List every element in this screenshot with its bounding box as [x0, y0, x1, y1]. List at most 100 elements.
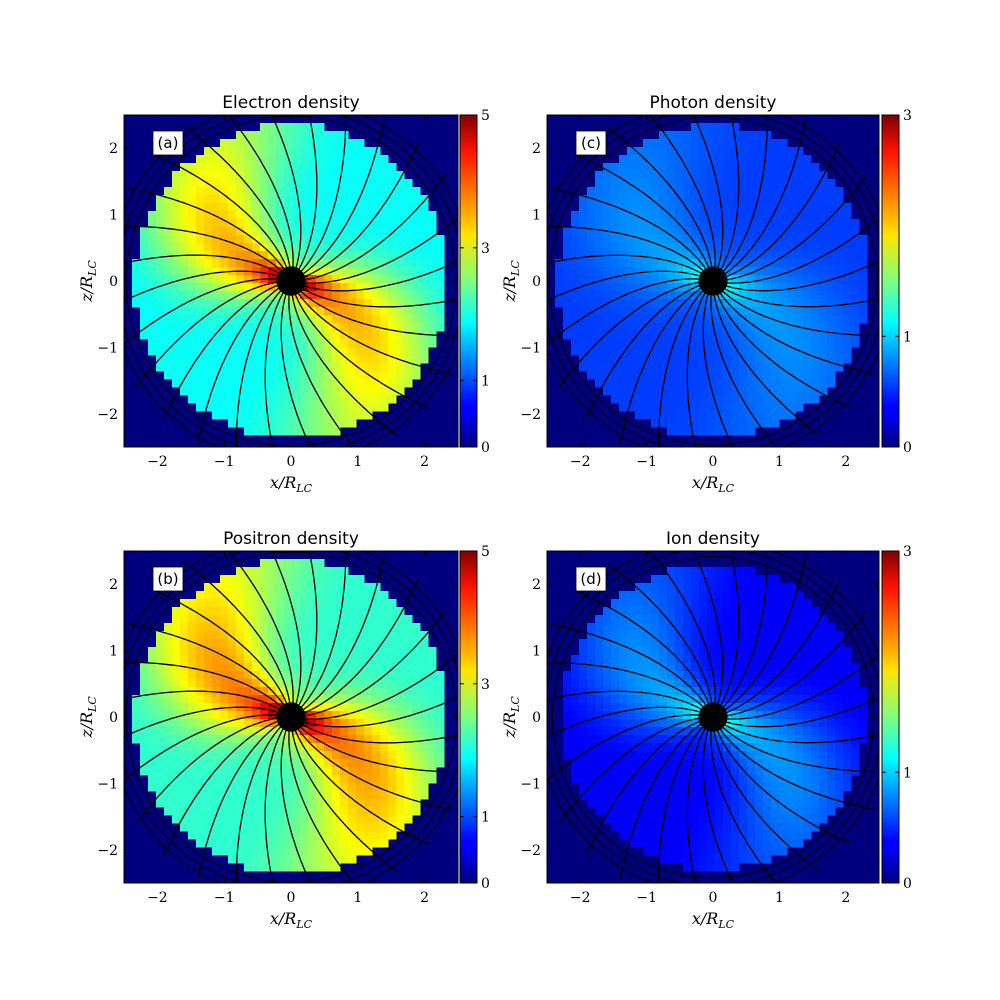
- heatmap-cell: [563, 267, 572, 276]
- heatmap-cell: [228, 155, 237, 164]
- heatmap-cell: [795, 195, 804, 204]
- heatmap-cell: [843, 283, 852, 292]
- heatmap-cell: [220, 203, 229, 212]
- heatmap-cell: [372, 235, 381, 244]
- heatmap-cell: [667, 387, 676, 396]
- heatmap-cell: [763, 323, 772, 332]
- heatmap-cell: [771, 355, 780, 364]
- heatmap-cell: [244, 847, 253, 856]
- heatmap-cell: [811, 379, 820, 388]
- heatmap-cell: [827, 695, 836, 704]
- heatmap-cell: [292, 379, 301, 388]
- heatmap-cell: [308, 591, 317, 600]
- heatmap-cell: [316, 655, 325, 664]
- heatmap-cell: [332, 807, 341, 816]
- heatmap-cell: [244, 615, 253, 624]
- heatmap-cell: [675, 147, 684, 156]
- heatmap-cell: [348, 139, 357, 148]
- heatmap-cell: [739, 243, 748, 252]
- heatmap-cell: [587, 371, 596, 380]
- heatmap-cell: [763, 687, 772, 696]
- heatmap-cell: [755, 639, 764, 648]
- heatmap-cell: [412, 695, 421, 704]
- heatmap-cell: [683, 831, 692, 840]
- heatmap-cell: [244, 687, 253, 696]
- heatmap-cell: [372, 403, 381, 412]
- heatmap-cell: [348, 671, 357, 680]
- heatmap-cell: [252, 743, 261, 752]
- heatmap-cell: [204, 791, 213, 800]
- heatmap-cell: [244, 583, 253, 592]
- heatmap-cell: [284, 395, 293, 404]
- heatmap-cell: [627, 671, 636, 680]
- heatmap-cell: [779, 251, 788, 260]
- heatmap-cell: [747, 575, 756, 584]
- heatmap-cell: [428, 663, 437, 672]
- heatmap-cell: [316, 315, 325, 324]
- heatmap-cell: [771, 179, 780, 188]
- heatmap-cell: [787, 387, 796, 396]
- heatmap-cell: [284, 751, 293, 760]
- field-line: [547, 225, 704, 271]
- heatmap-cell: [428, 647, 437, 656]
- heatmap-cell: [420, 347, 429, 356]
- heatmap-cell: [795, 687, 804, 696]
- heatmap-cell: [723, 735, 732, 744]
- heatmap-cell: [651, 379, 660, 388]
- heatmap-cell: [819, 679, 828, 688]
- heatmap-cell: [412, 339, 421, 348]
- heatmap-cell: [619, 759, 628, 768]
- heatmap-cell: [619, 211, 628, 220]
- heatmap-cell: [380, 259, 389, 268]
- heatmap-cell: [196, 839, 205, 848]
- heatmap-cell: [771, 671, 780, 680]
- heatmap-cell: [683, 235, 692, 244]
- heatmap-cell: [332, 823, 341, 832]
- heatmap-cell: [611, 227, 620, 236]
- heatmap-cell: [412, 219, 421, 228]
- heatmap-cell: [180, 347, 189, 356]
- y-tick-label: −2: [97, 407, 118, 423]
- heatmap-cell: [172, 671, 181, 680]
- heatmap-cell: [172, 307, 181, 316]
- heatmap-cell: [731, 163, 740, 172]
- heatmap-cell: [731, 863, 740, 872]
- heatmap-cell: [771, 395, 780, 404]
- heatmap-cell: [699, 623, 708, 632]
- heatmap-cell: [715, 839, 724, 848]
- heatmap-cell: [819, 355, 828, 364]
- field-line: [722, 291, 879, 337]
- heatmap-cell: [811, 807, 820, 816]
- heatmap-cell: [276, 559, 285, 568]
- heatmap-cell: [324, 823, 333, 832]
- field-line: [162, 720, 278, 856]
- heatmap-cell: [859, 703, 868, 712]
- heatmap-cell: [715, 299, 724, 308]
- heatmap-cell: [771, 419, 780, 428]
- heatmap-cell: [635, 687, 644, 696]
- heatmap-cell: [340, 615, 349, 624]
- heatmap-cell: [196, 347, 205, 356]
- heatmap-cell: [196, 727, 205, 736]
- heatmap-cell: [180, 331, 189, 340]
- heatmap-cell: [292, 823, 301, 832]
- heatmap-cell: [180, 599, 189, 608]
- heatmap-cell: [172, 291, 181, 300]
- heatmap-cell: [324, 607, 333, 616]
- heatmap-cell: [332, 243, 341, 252]
- heatmap-cell: [699, 139, 708, 148]
- heatmap-cell: [204, 815, 213, 824]
- heatmap-cell: [420, 703, 429, 712]
- heatmap-cell: [627, 791, 636, 800]
- heatmap-cell: [619, 799, 628, 808]
- heatmap-cell: [707, 355, 716, 364]
- heatmap-cell: [619, 299, 628, 308]
- heatmap-cell: [763, 155, 772, 164]
- heatmap-cell: [204, 163, 213, 172]
- heatmap-cell: [595, 679, 604, 688]
- heatmap-cell: [356, 735, 365, 744]
- heatmap-cell: [603, 727, 612, 736]
- heatmap-cell: [252, 807, 261, 816]
- heatmap-cell: [603, 219, 612, 228]
- heatmap-cell: [228, 615, 237, 624]
